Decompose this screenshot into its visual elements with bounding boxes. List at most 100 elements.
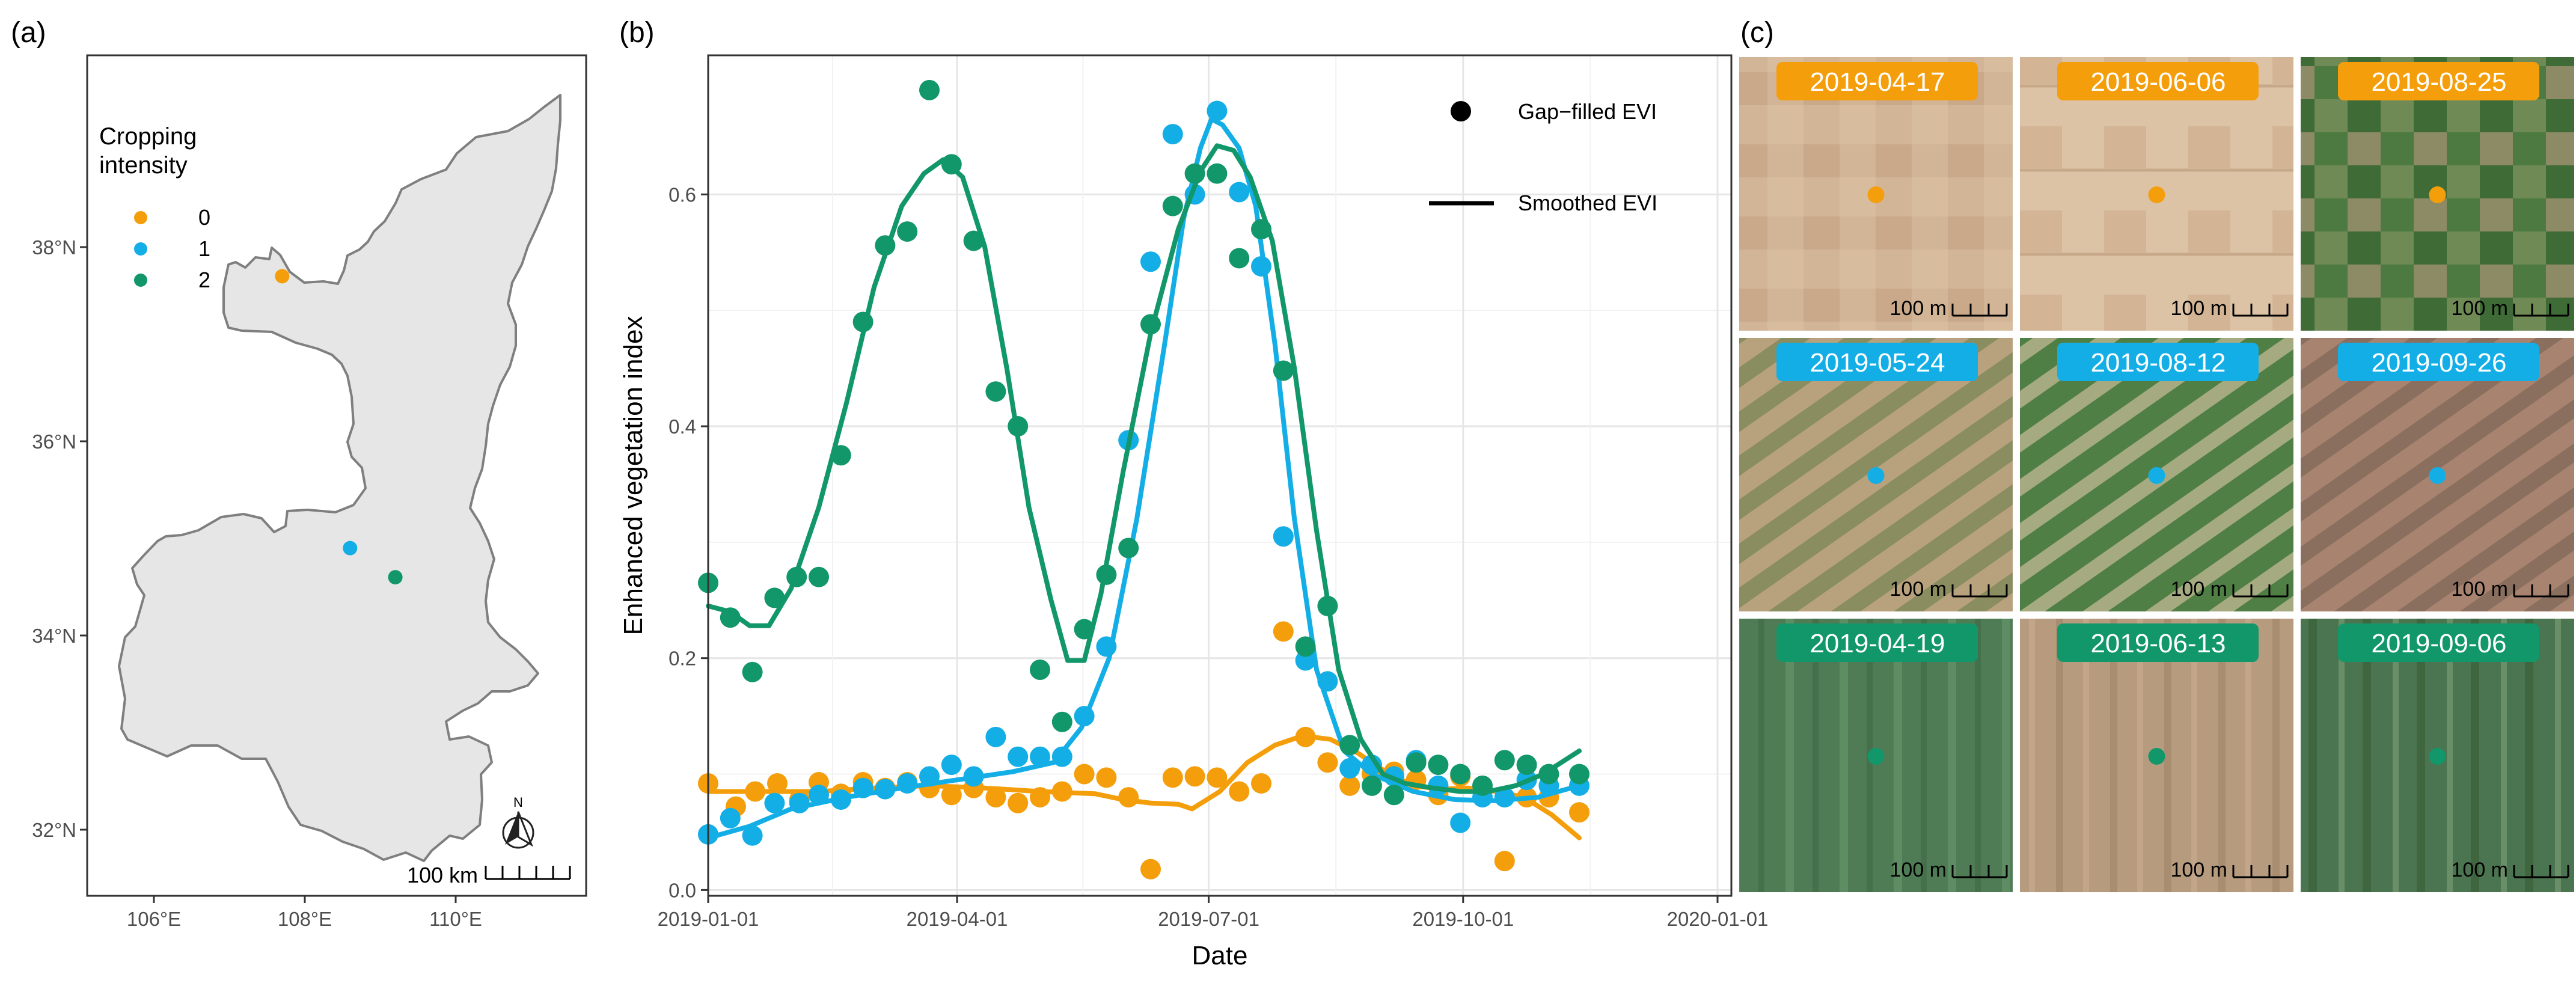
evi-point-1	[1207, 100, 1228, 121]
evi-point-2	[1162, 195, 1183, 216]
north-ring	[502, 816, 534, 849]
evi-point-1	[1030, 746, 1050, 767]
evi-point-1	[1494, 787, 1515, 808]
smoothed-evi-line-2	[706, 143, 1582, 794]
map-panel: (a) 38°N 36°N 34°N 32°N 106°E 108°E 110°E Croppi…	[11, 17, 587, 930]
evi-point-2	[1295, 636, 1316, 657]
evi-point-0	[767, 773, 788, 794]
panel-label-c: (c)	[1740, 17, 1774, 49]
date-badge	[1776, 623, 1978, 662]
evi-point-0	[1008, 792, 1029, 813]
plot-background	[708, 55, 1731, 896]
x-tick-label: 2020-01-01	[1667, 908, 1769, 930]
evi-point-1	[1074, 706, 1095, 727]
map-scale-label: 100 km	[407, 863, 478, 887]
evi-point-0	[1074, 764, 1095, 785]
evi-point-2	[941, 154, 962, 175]
date-badge	[2338, 343, 2539, 381]
evi-point-0	[745, 781, 766, 802]
site-point	[343, 540, 358, 556]
grid	[707, 55, 1731, 896]
north-arrow-left	[505, 812, 518, 845]
evi-point-2	[1207, 163, 1228, 184]
evi-point-2	[1008, 416, 1029, 437]
series-2	[698, 79, 1589, 806]
image-scale-label: 100 m	[2452, 859, 2509, 881]
evi-point-1	[1096, 636, 1117, 657]
legend-dot	[134, 242, 147, 256]
evi-point-0	[1207, 767, 1228, 788]
y-tick-label: 0.6	[668, 183, 696, 206]
image-scale-label: 100 m	[2171, 578, 2228, 601]
evi-point-2	[1569, 764, 1589, 785]
image-scale-label: 100 m	[1890, 297, 1947, 320]
evi-point-0	[1118, 787, 1139, 808]
image-scale-label: 100 m	[2452, 297, 2509, 320]
evi-point-2	[830, 445, 851, 466]
x-axis-label: Date	[1192, 941, 1248, 970]
north-arrow-right	[517, 811, 534, 847]
legend-dot	[134, 274, 147, 287]
evi-point-1	[1362, 755, 1382, 776]
evi-point-0	[1339, 775, 1360, 796]
evi-point-2	[1472, 775, 1493, 796]
evi-point-0	[1229, 781, 1250, 802]
chart-legend: Gap−filled EVI Smoothed EVI	[1429, 99, 1657, 215]
evi-point-2	[764, 587, 785, 608]
evi-point-0	[1030, 787, 1050, 808]
evi-point-1	[1317, 671, 1338, 692]
evi-point-2	[1030, 659, 1050, 680]
date-badge	[2338, 62, 2539, 100]
image-scale-label: 100 m	[2171, 859, 2228, 881]
x-tick-label: 2019-01-01	[658, 908, 759, 930]
site-marker	[1867, 186, 1885, 203]
evi-point-1	[897, 773, 918, 794]
evi-point-2	[720, 607, 741, 628]
province-boundary	[118, 94, 561, 862]
evi-point-0	[1162, 767, 1183, 788]
lat-label: 34°N	[32, 625, 76, 647]
date-label: 2019-08-25	[2371, 67, 2506, 97]
evi-point-2	[1538, 764, 1559, 785]
evi-point-2	[1516, 755, 1537, 776]
evi-point-2	[852, 311, 873, 332]
evi-point-1	[985, 726, 1006, 747]
image-tile: 2019-09-26 100 m	[2301, 338, 2574, 611]
legend-label: 2	[198, 268, 210, 292]
date-label: 2019-04-19	[1810, 629, 1945, 658]
site-marker	[2429, 467, 2446, 484]
evi-point-0	[941, 785, 962, 806]
image-tile: 2019-05-24 100 m	[1739, 338, 2013, 611]
evi-point-1	[720, 807, 741, 828]
evi-point-1	[830, 789, 851, 810]
evi-point-2	[1096, 564, 1117, 585]
evi-point-2	[1229, 248, 1250, 269]
evi-point-0	[1569, 802, 1589, 823]
legend-title: Cropping	[99, 123, 197, 150]
evi-point-2	[1450, 764, 1471, 785]
image-tile: 2019-04-19 100 m	[1739, 619, 2013, 892]
evi-point-1	[764, 792, 785, 813]
date-label: 2019-08-12	[2090, 348, 2226, 378]
x-tick-label: 2019-07-01	[1158, 908, 1259, 930]
date-badge	[2057, 343, 2259, 381]
evi-point-1	[1251, 256, 1271, 277]
plot-frame	[707, 54, 1733, 897]
evi-point-1	[1051, 746, 1072, 767]
evi-point-2	[1362, 775, 1382, 796]
evi-point-2	[1273, 360, 1294, 381]
evi-point-0	[1295, 726, 1316, 747]
date-label: 2019-09-06	[2371, 629, 2506, 658]
image-tile: 2019-06-13 100 m	[2020, 619, 2293, 892]
evi-point-1	[789, 792, 810, 813]
site-marker	[1867, 748, 1885, 765]
legend-point-key	[1451, 101, 1471, 121]
legend-title: intensity	[99, 152, 188, 179]
image-tile: 2019-04-17 100 m	[1739, 57, 2013, 331]
evi-point-0	[1140, 859, 1161, 880]
panel-label-a: (a)	[11, 17, 46, 49]
y-tick-label: 0.2	[668, 648, 696, 670]
evi-chart-panel: (b) 0.0 0.2 0.4 0.6 2019-01-01 2019-04-01 2019-…	[619, 17, 1768, 970]
legend-points-label: Gap−filled EVI	[1518, 99, 1657, 124]
